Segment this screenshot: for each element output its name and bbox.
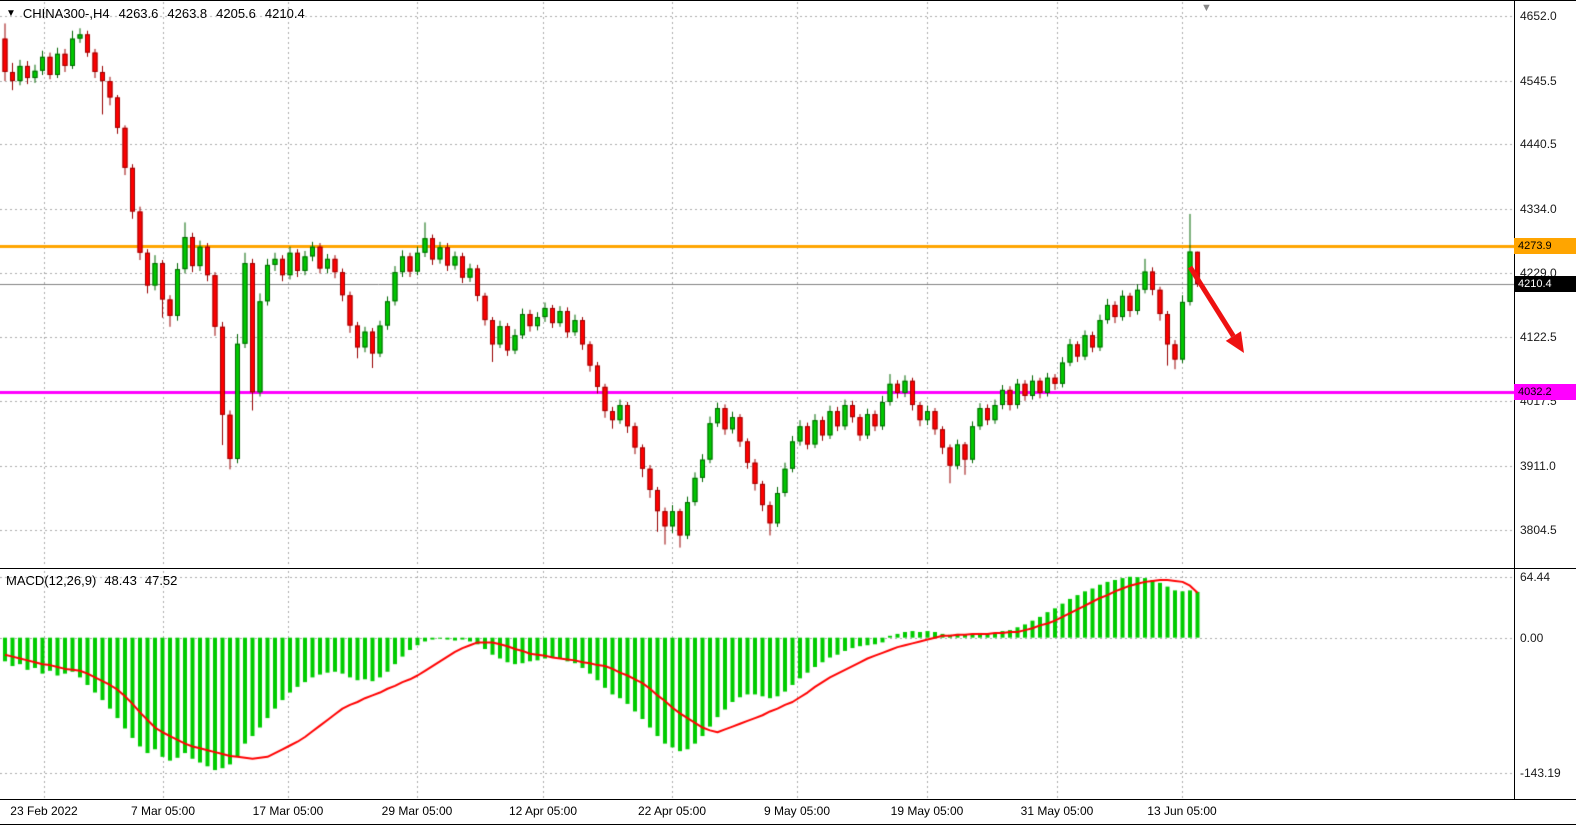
price-axis-label: 4440.5 (1520, 137, 1557, 152)
bar-open-value: 4263.6 (118, 6, 159, 21)
time-axis-label: 22 Apr 05:00 (637, 804, 707, 818)
time-axis-label: 31 May 05:00 (1020, 804, 1094, 818)
macd-signal-value: 47.52 (144, 573, 178, 588)
price-axis[interactable]: 4652.0 4545.5 4440.5 4334.0 4229.0 4122.5 4017… (1514, 1, 1576, 799)
price-axis-label: 4652.0 (1520, 9, 1557, 24)
macd-axis-label: -143.19 (1520, 766, 1561, 781)
symbol-info-bar: ▼ CHINA300-,H4 4263.6 4263.8 4205.6 4210… (6, 6, 305, 21)
bar-low-value: 4205.6 (216, 6, 256, 21)
scroll-end-marker-icon[interactable]: ▼ (1201, 2, 1212, 14)
bar-high-value: 4263.8 (167, 6, 208, 21)
price-tag: 4273.9 (1514, 237, 1576, 254)
price-axis-label: 4545.5 (1520, 73, 1557, 88)
time-axis-label: 19 May 05:00 (890, 804, 964, 818)
price-tag: 4210.4 (1514, 276, 1576, 293)
time-axis-label: 13 Jun 05:00 (1147, 804, 1217, 818)
price-tag: 4032.2 (1514, 384, 1576, 401)
time-axis-label: 12 Apr 05:00 (508, 804, 578, 818)
macd-name-label: MACD(12,26,9) (6, 573, 97, 588)
macd-axis-label: 0.00 (1520, 630, 1544, 645)
macd-main-value: 48.43 (104, 573, 137, 588)
macd-axis-label: 64.44 (1520, 569, 1551, 584)
macd-indicator-label: MACD(12,26,9) 48.43 47.52 (6, 573, 177, 588)
time-axis-label: 9 May 05:00 (763, 804, 831, 818)
time-axis-label: 17 Mar 05:00 (252, 804, 324, 818)
price-axis-label: 4122.5 (1520, 330, 1557, 345)
symbol-marker-icon: ▼ (6, 8, 16, 19)
price-axis-label: 3804.5 (1520, 523, 1557, 538)
time-axis-label: 7 Mar 05:00 (130, 804, 196, 818)
time-axis-separator (0, 799, 1576, 800)
time-axis[interactable]: 23 Feb 2022 7 Mar 05:00 17 Mar 05:00 29 Mar… (0, 800, 1514, 824)
time-axis-label: 23 Feb 2022 (10, 804, 78, 818)
panel-separator[interactable] (0, 568, 1576, 569)
bar-close-value: 4210.4 (264, 6, 305, 21)
symbol-timeframe-label: CHINA300-,H4 (22, 6, 110, 21)
price-axis-label: 4334.0 (1520, 202, 1557, 217)
chart-canvas[interactable] (0, 1, 1514, 799)
time-axis-label: 29 Mar 05:00 (381, 804, 453, 818)
price-axis-label: 3911.0 (1520, 458, 1556, 473)
